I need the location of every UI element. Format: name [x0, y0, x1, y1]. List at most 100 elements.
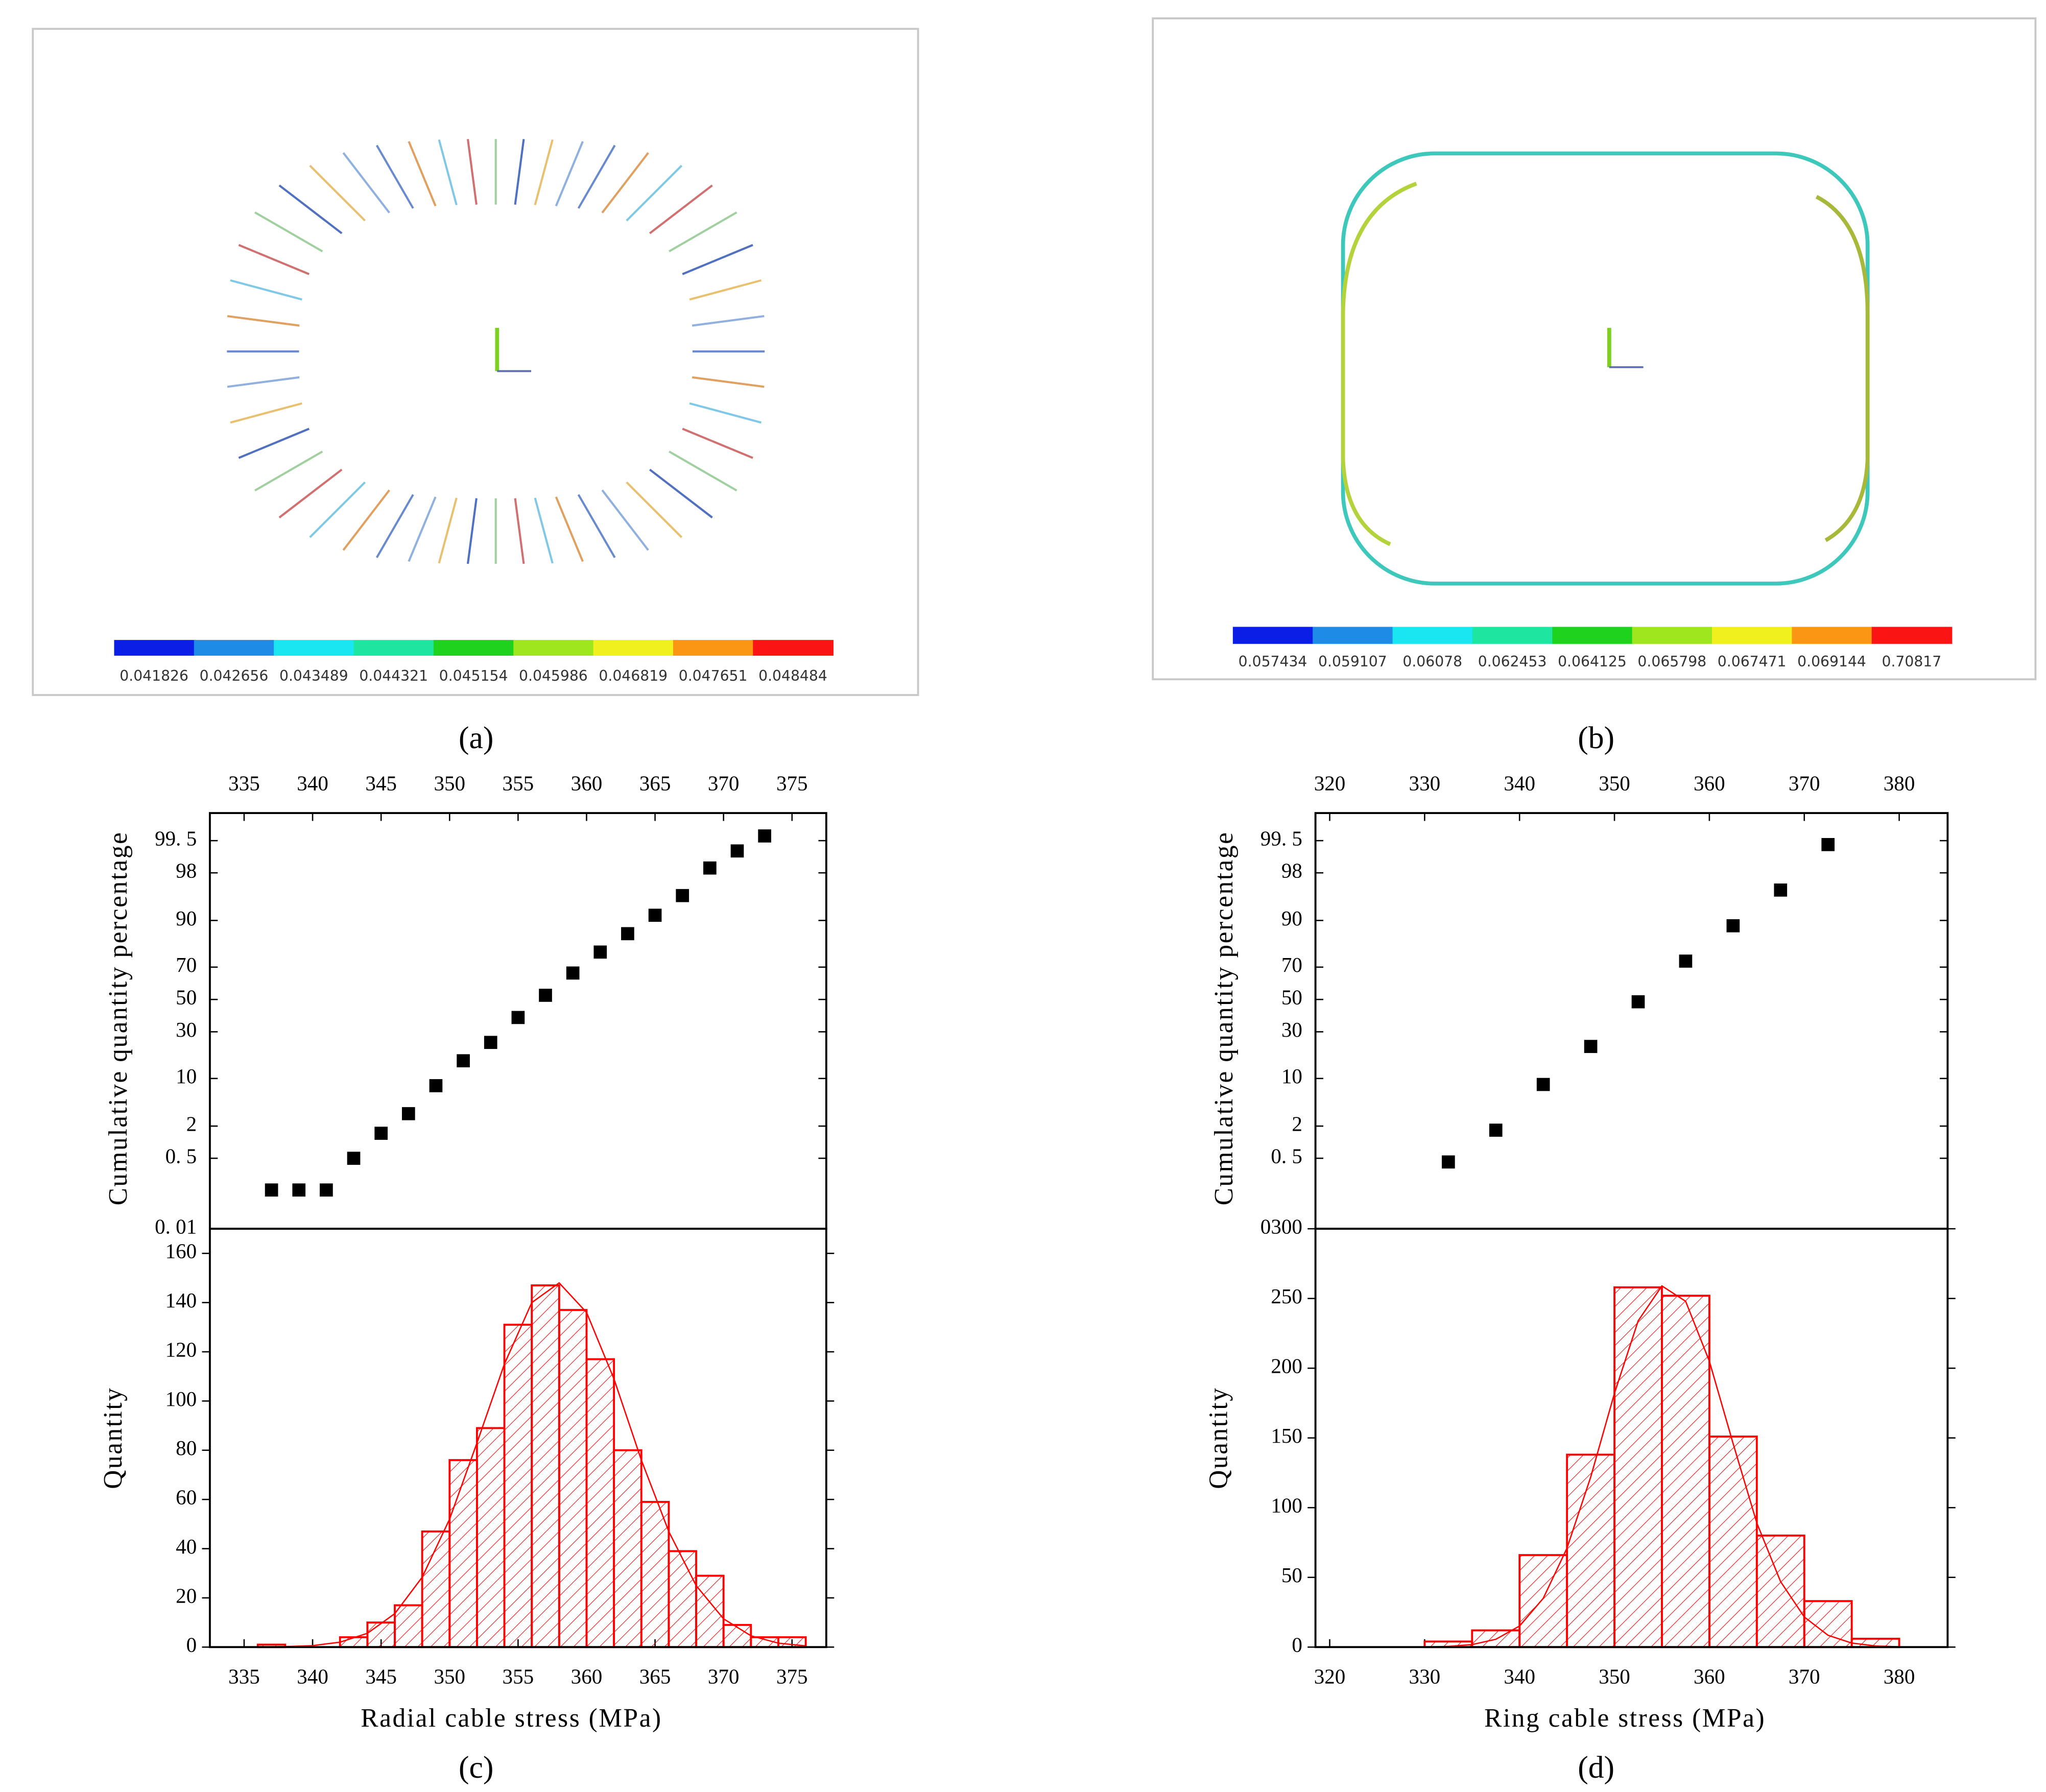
bar	[1566, 1453, 1615, 1648]
prob-y-tick-label: 70	[1281, 953, 1302, 976]
prob-y-tick-label: 10	[176, 1064, 197, 1088]
panel-label: (d)	[1578, 1750, 1614, 1785]
prob-point	[1536, 1078, 1550, 1091]
prob-point	[539, 989, 552, 1002]
radial-cable	[534, 139, 554, 205]
y-tick-label: 40	[176, 1535, 197, 1558]
colorbar-segment	[1313, 627, 1393, 644]
screenshot-frame	[1152, 17, 2037, 681]
y-tick-label: 100	[165, 1387, 197, 1411]
prob-point	[511, 1011, 525, 1024]
prob-point	[347, 1152, 361, 1165]
hist-frame	[208, 1228, 827, 1648]
radial-cable	[682, 244, 753, 275]
colorbar-label: 0.046819	[599, 667, 668, 684]
x-tick-label: 370	[708, 1664, 740, 1688]
prob-point	[593, 945, 607, 959]
y-tick-label: 140	[165, 1288, 197, 1312]
colorbar-label: 0.059107	[1318, 653, 1387, 670]
x-tick-label: 355	[503, 1664, 534, 1688]
y-tick-label: 20	[176, 1584, 197, 1607]
prob-point	[1631, 995, 1645, 1009]
x-tick-label: 320	[1314, 1664, 1346, 1688]
prob-point	[758, 829, 771, 843]
colorbar-segment	[1392, 627, 1473, 644]
colorbar-label: 0.06078	[1402, 653, 1462, 670]
prob-y-label: Cumulative quantity percentage	[1209, 831, 1239, 1206]
radial-cable	[309, 481, 366, 538]
prob-point	[484, 1036, 497, 1049]
colorbar-segment	[114, 640, 195, 656]
bar	[1708, 1436, 1758, 1648]
x-tick-label-top: 340	[1504, 772, 1535, 795]
x-tick-label-top: 370	[1789, 772, 1820, 795]
colorbar-segment	[433, 640, 514, 656]
prob-point	[265, 1183, 278, 1197]
colorbar-segment	[194, 640, 275, 656]
bar	[1613, 1286, 1663, 1648]
colorbar-segment	[1552, 627, 1633, 644]
ring-cable-side	[1815, 195, 1870, 542]
prob-point	[1774, 883, 1788, 897]
bar	[394, 1604, 423, 1648]
radial-cable	[555, 141, 584, 207]
prob-point	[1821, 838, 1835, 851]
bar	[1661, 1295, 1710, 1648]
radial-cable	[238, 244, 310, 275]
x-tick-label-top: 365	[639, 772, 671, 795]
prob-point	[621, 927, 634, 941]
colorbar-segment	[593, 640, 674, 656]
x-tick-label: 380	[1884, 1664, 1915, 1688]
fit-curve	[257, 1282, 806, 1648]
hist-frame	[1314, 1228, 1949, 1648]
colorbar-segment	[274, 640, 354, 656]
bar	[1518, 1554, 1568, 1648]
prob-y-tick-label: 98	[176, 859, 197, 882]
prob-y-tick-label: 10	[1281, 1064, 1302, 1088]
colorbar-segment	[353, 640, 435, 656]
colorbar-label: 0.062453	[1478, 653, 1547, 670]
colorbar-label: 0.045986	[519, 667, 588, 684]
colorbar-segment	[1232, 627, 1314, 644]
radial-cable	[514, 139, 525, 205]
radial-cable	[682, 427, 753, 459]
prob-point	[429, 1079, 443, 1092]
radial-cable	[514, 498, 525, 564]
colorbar-label: 0.043489	[279, 667, 348, 684]
y-tick-label: 250	[1271, 1284, 1302, 1308]
bar	[366, 1621, 396, 1648]
radial-cable	[254, 211, 323, 253]
radial-cable	[692, 376, 765, 388]
y-label: Quantity	[99, 1387, 128, 1489]
y-tick-label: 160	[165, 1239, 197, 1263]
prob-y-tick-label: 30	[176, 1018, 197, 1041]
radial-cable	[626, 481, 683, 538]
panel-label: (c)	[459, 1750, 493, 1785]
fit-curve	[1424, 1285, 1899, 1648]
prob-point	[730, 844, 744, 858]
x-tick-label-top: 360	[571, 772, 603, 795]
radial-cable	[669, 450, 737, 492]
bar	[695, 1574, 725, 1648]
x-tick-label-top: 350	[434, 772, 465, 795]
prob-y-tick-label: 98	[1281, 859, 1302, 882]
radial-cable	[254, 450, 323, 492]
radial-cable	[342, 152, 390, 213]
bar	[558, 1309, 588, 1648]
x-tick-label: 345	[365, 1664, 397, 1688]
radial-cable	[278, 184, 343, 234]
prob-y-tick-label: 2	[1292, 1112, 1302, 1135]
radial-cable	[438, 139, 458, 205]
prob-point	[457, 1054, 470, 1067]
prob-point	[292, 1183, 306, 1197]
prob-y-tick-label: 0. 5	[1271, 1144, 1302, 1168]
prob-y-tick-label: 99. 5	[1260, 827, 1302, 850]
colorbar-segment	[673, 640, 754, 656]
x-tick-label: 330	[1409, 1664, 1441, 1688]
radial-cable	[238, 427, 310, 459]
radial-cable	[577, 494, 616, 558]
prob-y-tick-label: 0. 5	[165, 1144, 197, 1168]
x-tick-label-top: 360	[1694, 772, 1725, 795]
radial-cable	[230, 402, 302, 424]
